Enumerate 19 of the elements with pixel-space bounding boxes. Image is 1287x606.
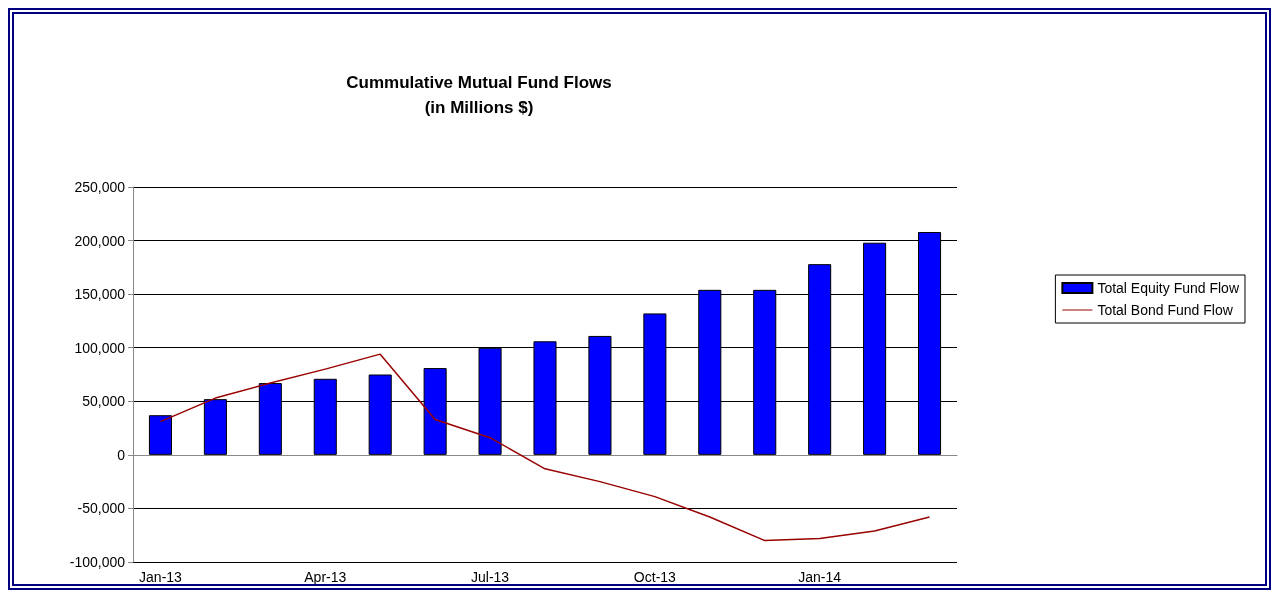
y-tick-label: 150,000 [74,286,126,303]
chart-title: Cummulative Mutual Fund Flows [346,73,612,92]
y-tick-label: 0 [117,446,126,463]
x-tick-label: Jan-13 [139,569,183,585]
y-tick-label: 100,000 [74,339,126,356]
bar [148,415,172,455]
line-series [159,353,931,542]
x-tick-label: Jan-14 [798,569,842,585]
y-tick-label: -50,000 [77,500,126,517]
y-tick-label: 200,000 [74,232,126,249]
y-tick-label: 250,000 [74,179,126,195]
chart-subtitle: (in Millions $) [424,98,534,117]
y-tick-label: 50,000 [82,393,126,410]
x-tick-label: Apr-13 [304,569,347,585]
legend-label: Total Bond Fund Flow [1097,302,1234,318]
x-tick-label: Oct-13 [633,569,677,585]
x-tick-label: Jul-13 [471,569,510,585]
legend-label: Total Equity Fund Flow [1097,280,1240,296]
y-tick-label: -100,000 [69,554,126,570]
